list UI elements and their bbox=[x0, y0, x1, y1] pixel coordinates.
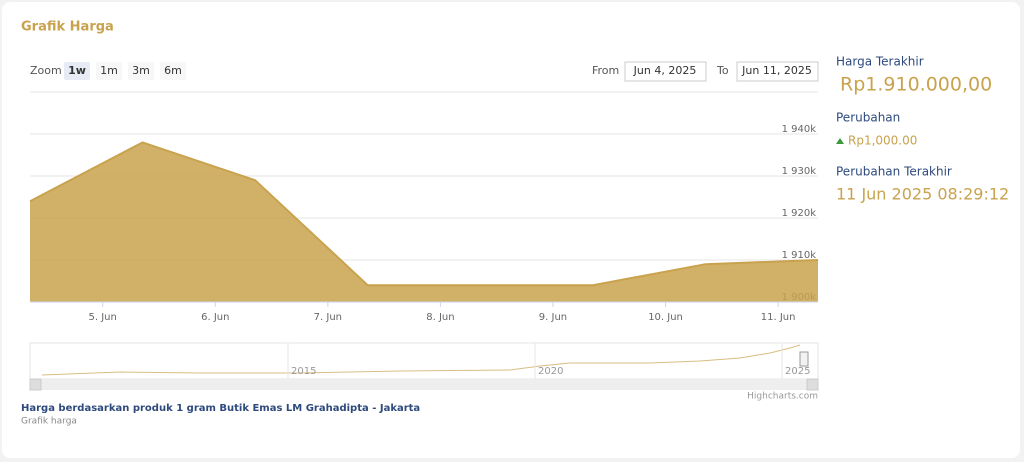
navigator-label: 2020 bbox=[538, 366, 563, 377]
x-tick-label: 5. Jun bbox=[89, 312, 117, 323]
navigator-handle[interactable] bbox=[799, 351, 809, 367]
scroll-left[interactable] bbox=[29, 378, 42, 391]
zoom-label: Zoom bbox=[30, 64, 62, 77]
x-tick-label: 7. Jun bbox=[314, 312, 342, 323]
x-tick-label: 8. Jun bbox=[426, 312, 454, 323]
scroll-right[interactable] bbox=[806, 378, 819, 391]
up-arrow bbox=[836, 138, 844, 144]
scrollbar[interactable] bbox=[30, 379, 818, 390]
x-tick-label: 6. Jun bbox=[201, 312, 229, 323]
change-label: Perubahan bbox=[836, 111, 900, 125]
navigator-label: 2015 bbox=[291, 366, 316, 377]
zoom-button[interactable] bbox=[64, 62, 90, 80]
zoom-button[interactable] bbox=[128, 62, 154, 80]
zoom-button-label[interactable]: 1m bbox=[100, 64, 118, 77]
last-price-label: Harga Terakhir bbox=[836, 55, 924, 69]
title: Grafik Harga bbox=[21, 20, 114, 35]
zoom-buttons: 1w 1m 3m 6m bbox=[64, 62, 186, 80]
zoom-button[interactable] bbox=[96, 62, 122, 80]
navigator-line bbox=[41, 344, 801, 376]
navigator-label: 2025 bbox=[785, 366, 810, 377]
x-tick-label: 10. Jun bbox=[648, 312, 683, 323]
credits[interactable]: Highcharts.com bbox=[747, 392, 818, 402]
to-label: To bbox=[716, 64, 729, 77]
to-value[interactable]: Jun 11, 2025 bbox=[741, 64, 812, 77]
zoom-button-label[interactable]: 3m bbox=[132, 64, 150, 77]
from-value[interactable]: Jun 4, 2025 bbox=[633, 64, 697, 77]
y-tick-label: 1 940k bbox=[782, 124, 817, 135]
x-tick-label: 9. Jun bbox=[539, 312, 567, 323]
last-price: Rp1.910.000,00 bbox=[840, 74, 992, 96]
from-input[interactable] bbox=[624, 61, 707, 82]
zoom-button-label[interactable]: 6m bbox=[164, 64, 182, 77]
line bbox=[29, 141, 819, 287]
caption-title: Harga berdasarkan produk 1 gram Butik Em… bbox=[21, 403, 420, 414]
change: Rp1,000.00 bbox=[848, 134, 917, 148]
y-tick-label: 1 930k bbox=[782, 166, 817, 177]
last-change-label: Perubahan Terakhir bbox=[836, 165, 952, 179]
zoom-button[interactable] bbox=[160, 62, 186, 80]
y-tick-label: 1 920k bbox=[782, 208, 817, 219]
y-tick-label: 1 910k bbox=[782, 250, 817, 261]
x-tick-label: 11. Jun bbox=[761, 312, 796, 323]
from-label: From bbox=[592, 64, 619, 77]
to-input[interactable] bbox=[736, 61, 819, 82]
zoom-button-label[interactable]: 1w bbox=[68, 64, 86, 77]
last-change: 11 Jun 2025 08:29:12 bbox=[836, 185, 1009, 204]
area bbox=[30, 142, 818, 302]
caption-subtitle: Grafik harga bbox=[21, 417, 77, 427]
